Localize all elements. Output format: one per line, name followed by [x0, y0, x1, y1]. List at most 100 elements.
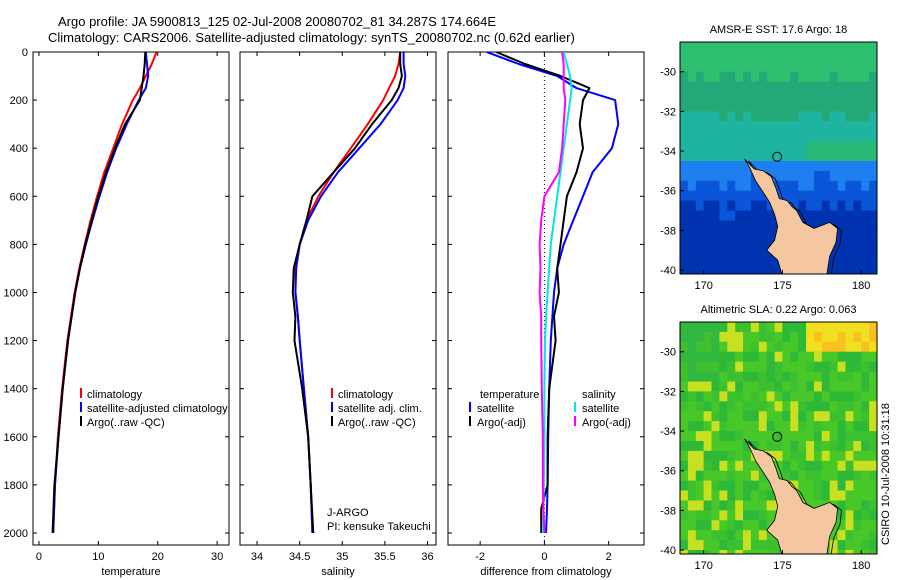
map-cell: [743, 530, 752, 541]
y-tick-label: -40: [660, 545, 676, 557]
map-cell: [798, 431, 807, 442]
map-cell: [743, 280, 752, 291]
map-cell: [719, 421, 728, 432]
map-cell: [727, 550, 736, 554]
map-cell: [680, 441, 689, 452]
map-cell: [719, 61, 728, 73]
map-cell: [837, 550, 847, 554]
x-tick-label: 2: [606, 551, 612, 563]
map-cell: [758, 371, 768, 383]
map-cell: [782, 131, 791, 142]
map-cell: [861, 240, 870, 251]
map-cell: [687, 61, 697, 73]
map-cell: [869, 480, 877, 492]
map-cell: [853, 230, 862, 241]
map-cell: [703, 540, 713, 551]
map-cell: [758, 250, 768, 261]
map-cell: [845, 210, 854, 221]
map-cell: [774, 381, 784, 392]
map-cell: [837, 470, 847, 482]
map-cell: [680, 230, 689, 241]
map-cell: [766, 391, 776, 402]
map-cell: [806, 210, 815, 221]
map-cell: [680, 42, 689, 53]
map-cell: [845, 470, 854, 482]
map-cell: [727, 500, 736, 511]
map-cell: [861, 371, 870, 383]
map-cell: [774, 322, 784, 333]
map-cell: [853, 391, 862, 402]
map-cell: [735, 411, 744, 422]
map-cell: [758, 550, 768, 554]
map-cell: [758, 121, 768, 132]
map-cell: [853, 210, 862, 221]
map-cell: [711, 151, 720, 162]
map-cell: [869, 550, 877, 554]
map-cell: [743, 220, 752, 231]
map-cell: [750, 111, 760, 122]
x-tick-label: 35: [336, 551, 348, 563]
map-cell: [814, 500, 823, 511]
map-cell: [837, 190, 847, 202]
map-cell: [750, 460, 760, 472]
map-cell: [829, 151, 839, 162]
map-cell: [750, 341, 760, 353]
map-cell: [845, 520, 854, 531]
map-cell: [766, 331, 776, 343]
map-cell: [814, 200, 823, 212]
map-cell: [766, 322, 776, 333]
map-cell: [814, 151, 823, 162]
map-cell: [853, 51, 862, 63]
map-cell: [806, 361, 815, 373]
map-cell: [853, 250, 862, 261]
map-cell: [695, 141, 705, 152]
map-cell: [766, 141, 776, 152]
map-cell: [695, 240, 705, 251]
map-cell: [743, 270, 752, 274]
map-cell: [814, 51, 823, 63]
map-cell: [703, 371, 713, 383]
map-cell: [766, 210, 776, 221]
map-cell: [750, 520, 760, 531]
map-cell: [821, 91, 831, 103]
map-cell: [774, 450, 784, 462]
map-cell: [861, 42, 870, 53]
map-cell: [735, 381, 744, 392]
map-cell: [821, 101, 831, 112]
map-cell: [837, 61, 847, 73]
y-tick-label: -32: [660, 386, 676, 398]
map-cell: [758, 490, 768, 501]
map-cell: [727, 250, 736, 261]
map-cell: [853, 381, 862, 392]
map-cell: [806, 480, 815, 492]
map-cell: [837, 421, 847, 432]
map-cell: [829, 121, 839, 132]
map-cell: [735, 460, 744, 472]
map-cell: [806, 431, 815, 442]
legend-label: satellite: [477, 403, 514, 415]
map-cell: [743, 441, 752, 452]
map-cell: [750, 61, 760, 73]
map-cell: [829, 260, 839, 271]
map-cell: [821, 61, 831, 73]
map-cell: [837, 381, 847, 392]
map-cell: [687, 260, 697, 271]
map-cell: [869, 510, 877, 521]
map-cell: [695, 131, 705, 142]
map-cell: [711, 411, 720, 422]
map-cell: [687, 220, 697, 231]
map-cell: [687, 550, 697, 554]
map-cell: [829, 42, 839, 53]
map-cell: [766, 500, 776, 511]
map-cell: [680, 250, 689, 261]
map-cell: [845, 121, 854, 132]
map-cell: [814, 161, 823, 172]
map-cell: [869, 270, 877, 274]
map-cell: [719, 520, 728, 531]
map-cell: [759, 560, 768, 571]
map-cell: [735, 240, 744, 251]
map-cell: [853, 361, 862, 373]
map-cell: [727, 220, 736, 231]
map-cell: [853, 411, 862, 422]
map-cell: [861, 81, 870, 93]
